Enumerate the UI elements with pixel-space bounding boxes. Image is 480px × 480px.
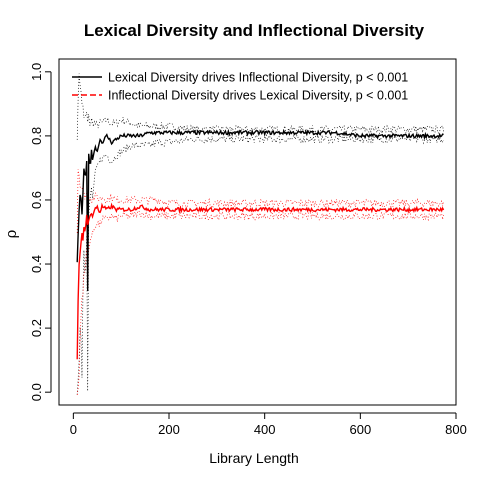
y-tick-label: 0.6: [29, 191, 44, 209]
series-lines: [76, 128, 445, 360]
series-line-inflectional: [76, 202, 445, 360]
x-tick-label: 800: [445, 422, 467, 437]
y-axis-label: ρ: [2, 229, 20, 238]
legend-label-inflectional: Inflectional Diversity drives Lexical Di…: [108, 89, 408, 103]
y-tick-label: 0.0: [29, 383, 44, 401]
series-upper-band-inflectional: [76, 169, 444, 234]
plot-frame: [58, 58, 457, 406]
legend: Lexical Diversity drives Inflectional Di…: [72, 71, 408, 103]
y-axis: 0.0 0.2 0.4 0.6 0.8 1.0: [29, 63, 52, 401]
y-tick-label: 1.0: [29, 63, 44, 81]
confidence-bands: [76, 73, 444, 396]
y-tick-label: 0.4: [29, 255, 44, 273]
series-lower-band-lexical: [76, 133, 444, 395]
chart-title: Lexical Diversity and Inflectional Diver…: [84, 21, 425, 40]
legend-label-lexical: Lexical Diversity drives Inflectional Di…: [108, 71, 408, 85]
x-axis-label: Library Length: [209, 450, 299, 466]
x-tick-label: 600: [349, 422, 371, 437]
x-tick-label: 0: [70, 422, 77, 437]
series-upper-band-lexical: [76, 73, 444, 140]
y-tick-label: 0.2: [29, 319, 44, 337]
series-line-lexical: [76, 128, 444, 292]
x-tick-label: 200: [158, 422, 180, 437]
x-tick-label: 400: [254, 422, 276, 437]
series-lower-band-inflectional: [76, 210, 444, 396]
x-axis: 0 200 400 600 800: [70, 412, 467, 437]
y-tick-label: 0.8: [29, 127, 44, 145]
